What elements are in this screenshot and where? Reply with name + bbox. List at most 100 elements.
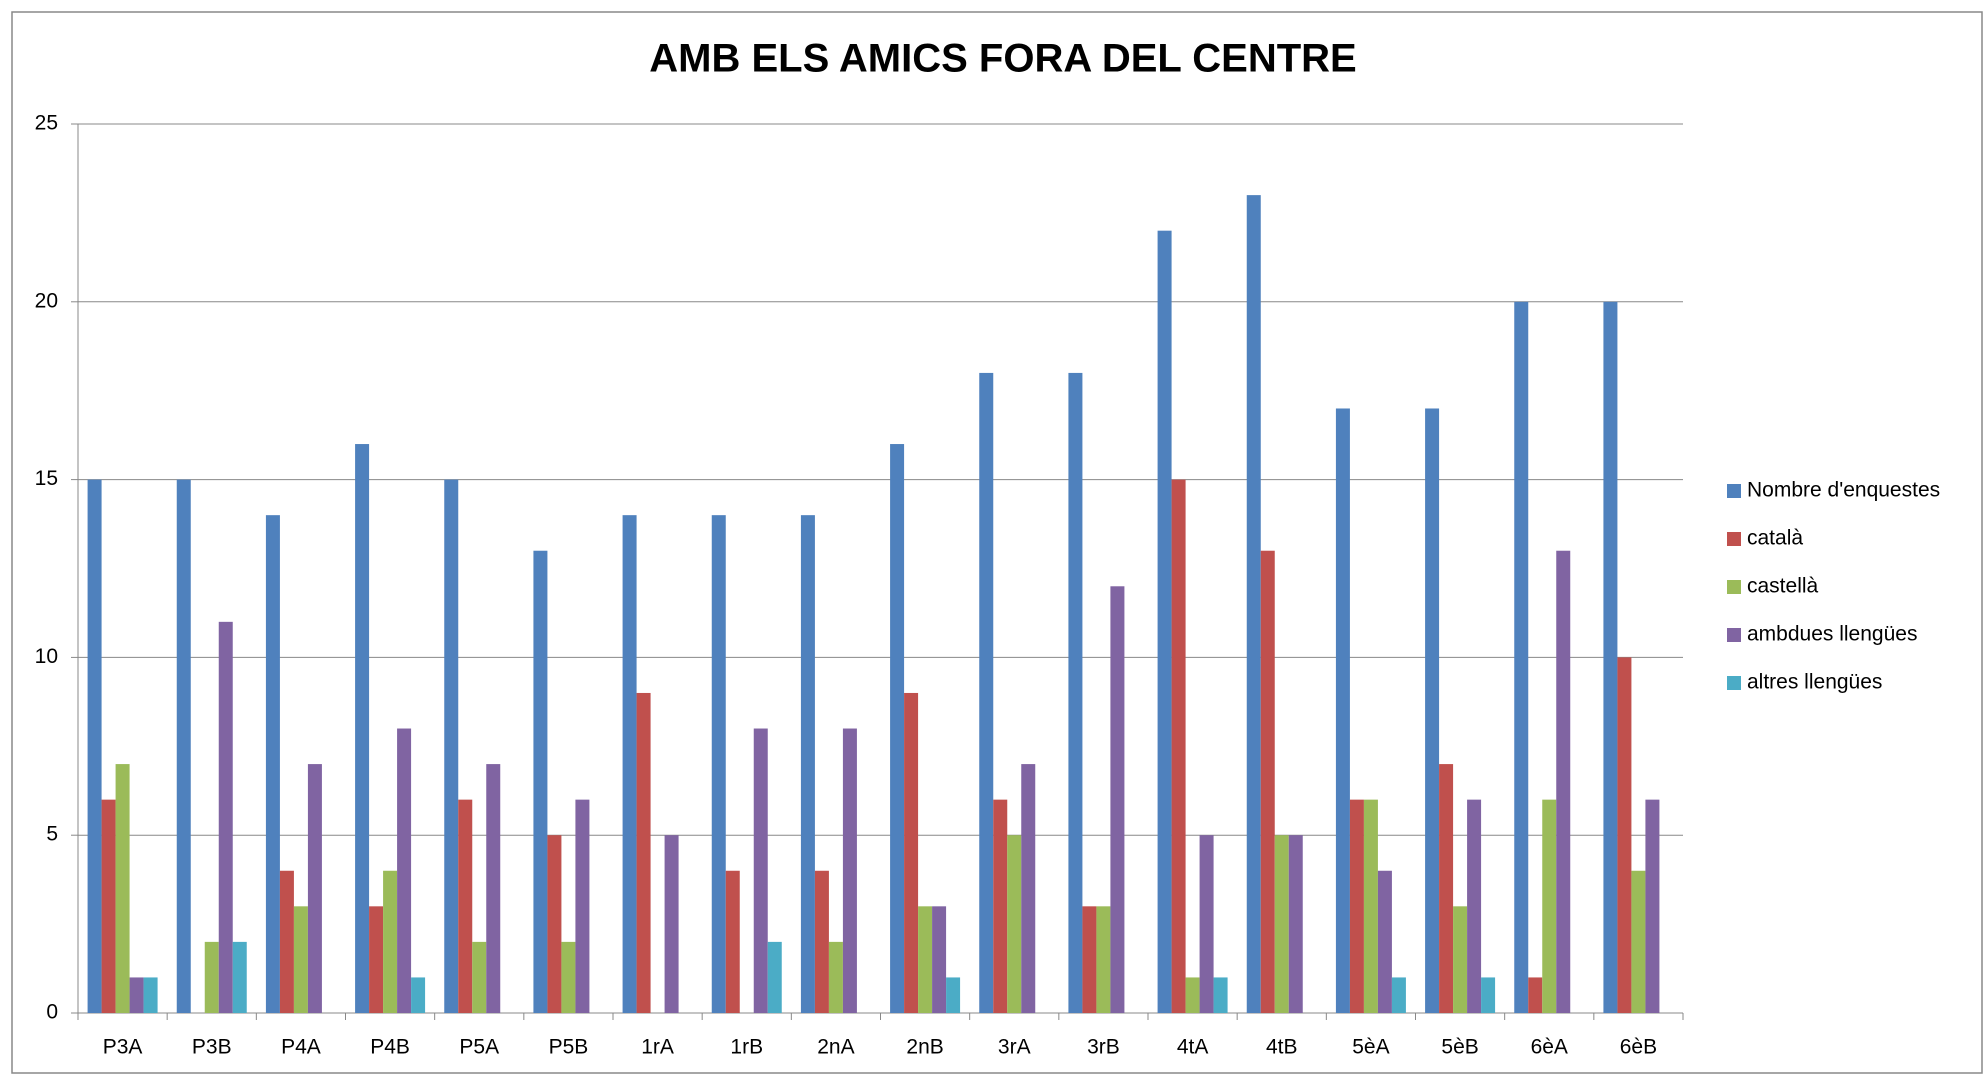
bar xyxy=(458,799,473,1013)
bar xyxy=(176,479,191,1014)
y-tick-label: 10 xyxy=(35,645,58,668)
legend-swatch xyxy=(1727,580,1741,594)
bar xyxy=(232,941,247,1013)
bar xyxy=(842,728,857,1013)
bar xyxy=(767,941,782,1013)
bar xyxy=(129,977,144,1013)
bar xyxy=(1199,835,1214,1013)
bar xyxy=(1514,301,1529,1013)
bar xyxy=(979,372,994,1013)
bar xyxy=(636,692,651,1013)
bar xyxy=(1349,799,1364,1013)
bar xyxy=(918,906,933,1013)
bar xyxy=(1377,870,1392,1013)
bar xyxy=(1528,977,1543,1013)
y-tick-label: 25 xyxy=(35,112,58,135)
x-tick-label: 1rA xyxy=(641,1036,674,1059)
x-tick-label: P5B xyxy=(549,1036,589,1059)
x-tick-label: 4tA xyxy=(1177,1036,1209,1059)
bar xyxy=(383,870,398,1013)
bar xyxy=(115,764,130,1013)
bar xyxy=(486,764,501,1013)
legend-swatch xyxy=(1727,676,1741,690)
bar xyxy=(1110,586,1125,1013)
bar xyxy=(828,941,843,1013)
legend-swatch xyxy=(1727,484,1741,498)
bar xyxy=(1453,906,1468,1013)
bar xyxy=(1645,799,1660,1013)
chart-frame xyxy=(11,11,1983,1074)
bar xyxy=(1171,479,1186,1014)
bar xyxy=(87,479,102,1014)
bar xyxy=(411,977,426,1013)
bar xyxy=(904,692,919,1013)
bar xyxy=(143,977,158,1013)
bar xyxy=(1288,835,1303,1013)
x-tick-label: 2nB xyxy=(906,1036,943,1059)
bar xyxy=(946,977,961,1013)
bar xyxy=(993,799,1008,1013)
bar xyxy=(1391,977,1406,1013)
chart-title: AMB ELS AMICS FORA DEL CENTRE xyxy=(649,37,1356,81)
bar xyxy=(753,728,768,1013)
x-tick-label: 6èA xyxy=(1531,1036,1568,1059)
bar xyxy=(472,941,487,1013)
bar xyxy=(204,941,219,1013)
x-tick-label: P5A xyxy=(459,1036,499,1059)
y-tick-label: 0 xyxy=(46,1001,58,1024)
x-tick-label: P4B xyxy=(370,1036,410,1059)
bar xyxy=(293,906,308,1013)
x-tick-label: 6èB xyxy=(1620,1036,1657,1059)
legend-label: altres llengües xyxy=(1747,671,1882,694)
x-tick-label: 4tB xyxy=(1266,1036,1298,1059)
bar xyxy=(1068,372,1083,1013)
legend-label: ambdues llengües xyxy=(1747,623,1917,646)
bar xyxy=(1542,799,1557,1013)
bar xyxy=(1425,408,1440,1014)
legend-swatch xyxy=(1727,532,1741,546)
legend-label: català xyxy=(1747,527,1803,550)
bar xyxy=(1157,230,1172,1013)
y-tick-label: 5 xyxy=(46,823,58,846)
bar xyxy=(1185,977,1200,1013)
bar xyxy=(1363,799,1378,1013)
bar xyxy=(1603,301,1618,1013)
bar xyxy=(1021,764,1036,1013)
bar xyxy=(1213,977,1228,1013)
bar xyxy=(664,835,679,1013)
bar xyxy=(800,515,815,1013)
bar xyxy=(1274,835,1289,1013)
bar xyxy=(533,550,548,1013)
x-tick-label: 3rB xyxy=(1087,1036,1120,1059)
bar xyxy=(711,515,726,1013)
bar xyxy=(814,870,829,1013)
bar xyxy=(218,621,233,1013)
x-tick-label: P3A xyxy=(103,1036,143,1059)
bar xyxy=(1556,550,1571,1013)
bar xyxy=(622,515,637,1013)
bar xyxy=(932,906,947,1013)
x-tick-label: 2nA xyxy=(817,1036,854,1059)
bar xyxy=(101,799,116,1013)
bar xyxy=(1467,799,1482,1013)
legend-swatch xyxy=(1727,628,1741,642)
bar xyxy=(1096,906,1111,1013)
x-tick-label: 5èA xyxy=(1352,1036,1389,1059)
bar xyxy=(1631,870,1646,1013)
bar xyxy=(369,906,384,1013)
x-tick-label: 5èB xyxy=(1441,1036,1478,1059)
bar xyxy=(725,870,740,1013)
bar xyxy=(1260,550,1275,1013)
bar xyxy=(444,479,459,1014)
bar xyxy=(1246,195,1261,1013)
bar xyxy=(561,941,576,1013)
x-tick-label: P3B xyxy=(192,1036,232,1059)
bar xyxy=(279,870,294,1013)
y-tick-label: 15 xyxy=(35,467,58,490)
x-tick-label: 3rA xyxy=(998,1036,1031,1059)
bar xyxy=(1007,835,1022,1013)
y-tick-label: 20 xyxy=(35,289,58,312)
legend-label: Nombre d'enquestes xyxy=(1747,479,1940,502)
x-tick-label: 1rB xyxy=(730,1036,763,1059)
